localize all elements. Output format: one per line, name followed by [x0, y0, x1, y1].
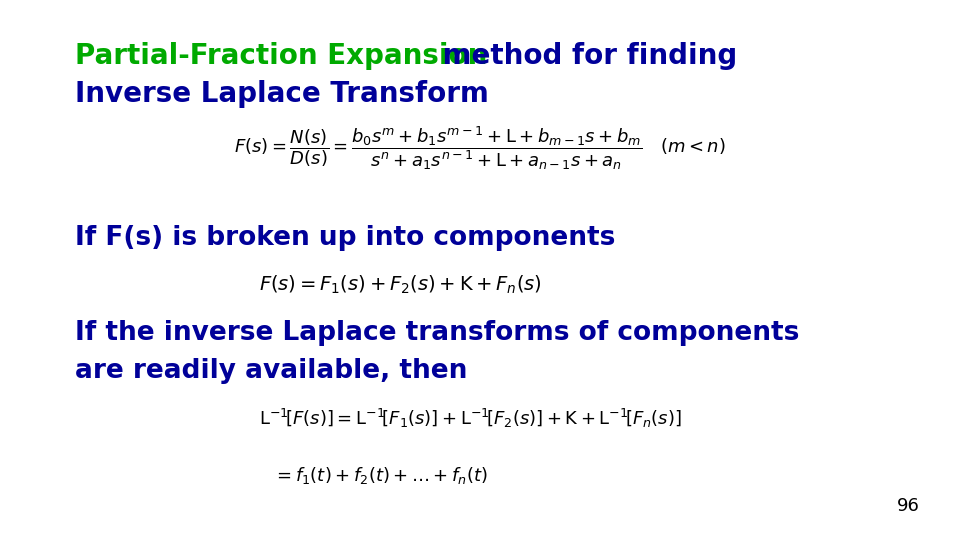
Text: $F(s) = \dfrac{N(s)}{D(s)} = \dfrac{b_0 s^m + b_1 s^{m-1} + \mathrm{L} + b_{m-1}: $F(s) = \dfrac{N(s)}{D(s)} = \dfrac{b_0 … [234, 124, 726, 172]
Text: Partial-Fraction Expansion: Partial-Fraction Expansion [75, 42, 488, 70]
Text: Inverse Laplace Transform: Inverse Laplace Transform [75, 80, 489, 108]
Text: $\mathrm{L}^{-1}\!\left[F(s)\right] = \mathrm{L}^{-1}\!\left[F_1(s)\right] + \ma: $\mathrm{L}^{-1}\!\left[F(s)\right] = \m… [258, 407, 682, 429]
Text: are readily available, then: are readily available, then [75, 358, 468, 384]
Text: If the inverse Laplace transforms of components: If the inverse Laplace transforms of com… [75, 320, 800, 346]
Text: If F(s) is broken up into components: If F(s) is broken up into components [75, 225, 615, 251]
Text: $= f_1(t) + f_2(t) + \ldots + f_n(t)$: $= f_1(t) + f_2(t) + \ldots + f_n(t)$ [273, 464, 488, 485]
Text: method for finding: method for finding [433, 42, 737, 70]
Text: $F(s) = F_1(s) + F_2(s) + \mathrm{K} + F_n(s)$: $F(s) = F_1(s) + F_2(s) + \mathrm{K} + F… [258, 274, 541, 296]
Text: 96: 96 [898, 497, 920, 515]
